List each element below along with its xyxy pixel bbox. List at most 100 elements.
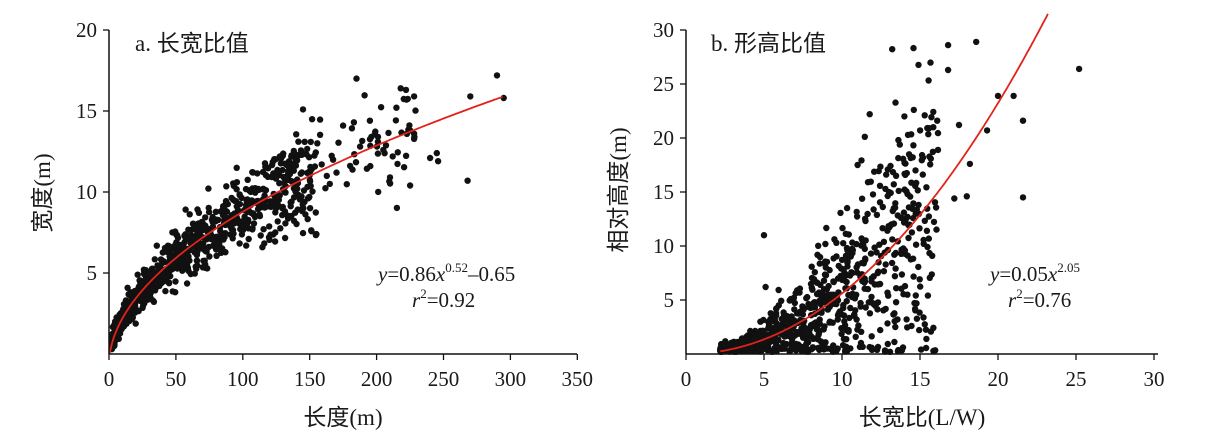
panel-b-data-point bbox=[891, 273, 899, 280]
panel-b-data-point bbox=[900, 209, 908, 216]
panel-a-data-point bbox=[129, 290, 136, 297]
panel-b-data-point bbox=[910, 200, 917, 207]
panel-b: 0 5 10 15 20 25 30 5 10 15 20 25 30 b. 形高比值 y=0.05x… bbox=[606, 13, 1165, 430]
panel-b-data-point bbox=[983, 127, 991, 134]
panel-b-data-point bbox=[862, 304, 869, 311]
panel-b-data-point bbox=[873, 211, 881, 219]
panel-b-data-point bbox=[926, 274, 933, 281]
panel-b-data-point bbox=[844, 259, 851, 266]
panel-b-data-point bbox=[859, 343, 866, 350]
panel-b-data-point bbox=[923, 184, 930, 191]
panel-b-data-point bbox=[761, 339, 769, 346]
panel-b-data-point bbox=[866, 310, 874, 317]
panel-b-data-point bbox=[927, 59, 934, 66]
panel-b-x-tick-label: 5 bbox=[759, 367, 770, 391]
panel-a-data-point bbox=[314, 140, 321, 147]
panel-a-data-point bbox=[339, 122, 347, 129]
panel-a-r2-var: r bbox=[412, 288, 421, 312]
panel-b-data-point bbox=[915, 263, 922, 271]
panel-a-data-point bbox=[271, 156, 278, 163]
panel-a-data-point bbox=[386, 174, 394, 181]
panel-b-data-point bbox=[915, 201, 922, 209]
panel-b-data-point bbox=[867, 250, 875, 257]
panel-b-data-point bbox=[868, 346, 876, 353]
panel-b-data-point bbox=[873, 249, 880, 256]
panel-a-x-tick-label: 350 bbox=[562, 367, 594, 391]
panel-b-data-point bbox=[880, 238, 888, 245]
panel-b-data-point bbox=[927, 161, 934, 168]
panel-a-data-point bbox=[184, 264, 192, 271]
panel-b-data-point bbox=[934, 117, 941, 124]
panel-a-data-point bbox=[281, 234, 289, 242]
panel-a-data-point bbox=[245, 235, 252, 243]
panel-b-data-point bbox=[882, 305, 889, 313]
panel-b-data-point bbox=[932, 347, 939, 354]
panel-b-data-point bbox=[767, 310, 774, 317]
panel-b-data-point bbox=[809, 335, 817, 342]
panel-a-data-point bbox=[285, 170, 292, 178]
panel-b-data-point bbox=[809, 304, 816, 311]
panel-b-data-point bbox=[908, 179, 915, 186]
panel-a-fit-curve bbox=[108, 95, 503, 355]
panel-a-x-tick-label: 100 bbox=[227, 367, 259, 391]
panel-b-data-point bbox=[871, 281, 878, 288]
panel-b-data-point bbox=[920, 240, 927, 247]
panel-b-data-point bbox=[791, 345, 799, 353]
panel-a-data-point bbox=[385, 129, 392, 137]
panel-a-data-point bbox=[434, 158, 442, 165]
panel-b-data-point bbox=[816, 297, 823, 304]
panel-b-data-point bbox=[771, 345, 778, 352]
panel-b-data-point bbox=[908, 131, 915, 138]
panel-a-data-point bbox=[350, 119, 358, 126]
panel-b-data-point bbox=[838, 256, 846, 264]
panel-b-data-point bbox=[925, 77, 932, 84]
panel-b-data-point bbox=[842, 347, 849, 354]
panel-a-data-point bbox=[467, 93, 474, 100]
panel-a-data-point bbox=[194, 262, 201, 269]
panel-b-data-point bbox=[743, 333, 750, 341]
panel-b-data-point bbox=[866, 111, 873, 118]
panel-a-data-point bbox=[200, 257, 207, 265]
panel-b-data-point bbox=[852, 333, 859, 340]
panel-a-y-tick-label: 20 bbox=[76, 18, 97, 42]
panel-a-eq-var: y bbox=[376, 262, 388, 286]
panel-b-data-point bbox=[869, 191, 877, 198]
panel-b-data-point bbox=[827, 345, 834, 352]
panel-b-data-point bbox=[822, 272, 830, 279]
panel-a-data-point bbox=[222, 249, 229, 256]
panel-a-data-point bbox=[493, 72, 501, 79]
panel-a-data-point bbox=[277, 225, 284, 232]
panel-b-data-point bbox=[717, 345, 724, 352]
panel-a-data-point bbox=[186, 211, 193, 218]
panel-a-data-point bbox=[261, 192, 268, 199]
panel-a-data-point bbox=[215, 216, 222, 224]
panel-b-data-point bbox=[861, 215, 869, 222]
panel-b-data-point bbox=[787, 333, 795, 341]
panel-a-data-point bbox=[134, 271, 141, 278]
panel-b-data-point bbox=[910, 44, 917, 52]
panel-b-data-point bbox=[839, 224, 846, 232]
panel-a-data-point bbox=[164, 267, 172, 274]
panel-a-data-point bbox=[247, 188, 254, 195]
panel-b-data-point bbox=[910, 106, 917, 114]
panel-a-data-point bbox=[276, 153, 283, 160]
panel-b-data-point bbox=[1019, 194, 1027, 201]
panel-b-data-point bbox=[826, 266, 833, 274]
panel-b-data-point bbox=[904, 213, 911, 221]
panel-a-data-point bbox=[222, 197, 230, 205]
panel-a-data-point bbox=[256, 211, 263, 218]
panel-b-data-point bbox=[851, 295, 859, 302]
panel-a-data-point bbox=[157, 256, 165, 263]
panel-a-data-point bbox=[266, 236, 273, 243]
panel-b-data-point bbox=[802, 325, 810, 332]
panel-b-data-point bbox=[910, 273, 917, 280]
panel-b-data-point bbox=[888, 259, 896, 267]
panel-b-data-point bbox=[901, 113, 908, 120]
panel-b-data-point bbox=[764, 347, 771, 354]
panel-b-data-point bbox=[815, 331, 822, 338]
panel-b-data-point bbox=[833, 347, 840, 355]
panel-b-data-point bbox=[921, 112, 928, 119]
panel-b-data-point bbox=[809, 344, 817, 351]
panel-b-data-point bbox=[944, 41, 952, 49]
panel-b-data-point bbox=[930, 108, 937, 116]
